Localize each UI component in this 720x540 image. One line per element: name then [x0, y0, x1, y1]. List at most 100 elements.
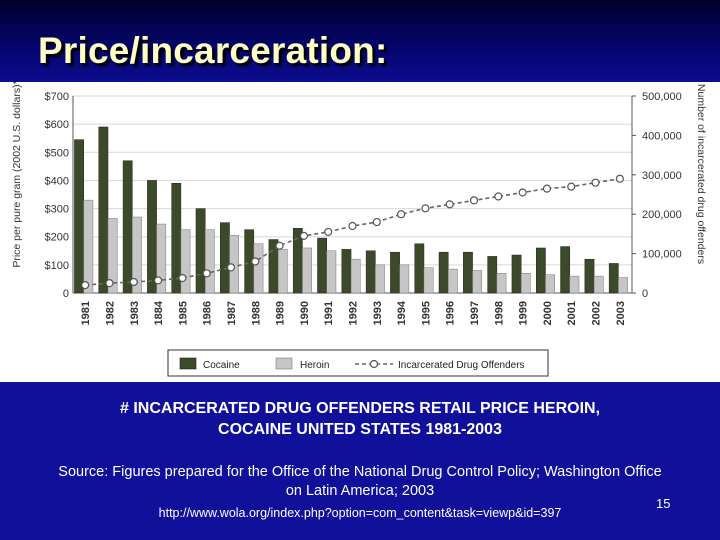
x-tick-label: 1998	[493, 301, 505, 325]
x-tick-label: 1983	[129, 301, 141, 325]
offenders-point	[372, 217, 381, 227]
heroin-bar	[569, 275, 580, 294]
left-tick-label: $600	[45, 119, 69, 131]
x-tick-label: 1985	[177, 301, 189, 325]
heroin-bar	[520, 273, 531, 294]
heroin-bar	[326, 250, 337, 294]
caption-line-1: # INCARCERATED DRUG OFFENDERS RETAIL PRI…	[119, 400, 601, 417]
x-tick-label: 2003	[615, 301, 627, 325]
offenders-line	[85, 177, 620, 286]
offenders-point	[251, 257, 260, 266]
x-tick-label: 1999	[518, 301, 530, 325]
offenders-point	[202, 269, 211, 278]
offenders-point	[226, 263, 236, 272]
offenders-point	[81, 281, 90, 290]
heroin-bar	[156, 223, 167, 294]
cocaine-bar	[195, 208, 206, 294]
heroin-bar	[302, 247, 312, 294]
title-band	[0, 0, 720, 82]
heroin-bar	[472, 270, 483, 294]
cocaine-bar	[414, 243, 425, 294]
cocaine-bar	[317, 237, 327, 294]
heroin-bar	[350, 258, 361, 294]
right-tick-label: 100,000	[642, 249, 682, 261]
x-tick-label: 1995	[420, 301, 432, 325]
heroin-bar	[253, 243, 264, 294]
right-tick-label: 400,000	[642, 130, 682, 142]
heroin-bar	[132, 216, 142, 294]
offenders-point	[324, 227, 333, 237]
x-tick-label: 1987	[226, 301, 238, 325]
x-tick-label: 1989	[275, 301, 287, 325]
chart-panel: 0 $100 $200 $300 $400 $500 $600 $700 0 100,000 200…	[0, 82, 720, 382]
cocaine-bar	[98, 126, 109, 294]
offenders-point	[591, 178, 600, 187]
heroin-bar	[593, 275, 604, 294]
source-line-2: on Latin America; 2003	[285, 483, 435, 499]
cocaine-bar	[560, 246, 571, 294]
right-axis-title: Number of incarcerated drug offenders	[695, 84, 707, 264]
chart-caption: # INCARCERATED DRUG OFFENDERS RETAIL PRI…	[0, 398, 720, 440]
heroin-bar	[107, 218, 118, 294]
cocaine-bar	[390, 251, 400, 294]
cocaine-bar	[74, 139, 84, 294]
page-number: 15	[656, 496, 671, 511]
left-tick-label: $700	[45, 91, 69, 103]
legend-marker-offenders	[369, 359, 379, 369]
right-tick-label: 500,000	[642, 91, 682, 103]
heroin-bar	[180, 229, 191, 294]
offenders-point	[445, 200, 454, 209]
source-url: http://www.wola.org/index.php?option=com…	[158, 506, 562, 520]
cocaine-bar	[584, 258, 595, 294]
left-tick-label: $100	[45, 260, 69, 272]
offenders-point	[275, 241, 284, 250]
x-tick-label: 1991	[323, 301, 335, 325]
x-tick-label: 2002	[591, 301, 603, 325]
offenders-point	[494, 192, 503, 201]
cocaine-bar	[535, 247, 546, 294]
x-tick-label: 1982	[104, 301, 116, 325]
heroin-bar	[618, 277, 628, 294]
heroin-bar	[496, 273, 507, 294]
x-tick-label: 2000	[542, 301, 554, 325]
right-tick-label: 200,000	[642, 209, 682, 221]
x-tick-label: 1992	[348, 301, 360, 325]
left-axis-title: Price per pure gram (2002 U.S. dollars)*	[11, 82, 23, 268]
offenders-point	[105, 279, 114, 288]
x-tick-label: 1994	[396, 300, 408, 325]
cocaine-bar	[365, 250, 376, 294]
incarceration-price-chart: 0 $100 $200 $300 $400 $500 $600 $700 0 100,000 200…	[11, 82, 707, 377]
x-tick-label: 1986	[202, 301, 214, 325]
legend-swatch-cocaine	[179, 357, 197, 370]
heroin-bar	[277, 249, 288, 294]
offenders-point	[153, 276, 163, 285]
legend-label-heroin: Heroin	[300, 360, 329, 371]
heroin-bar	[204, 229, 215, 294]
source-citation: Source: Figures prepared for the Office …	[0, 463, 720, 501]
caption-line-2: COCAINE UNITED STATES 1981-2003	[218, 421, 502, 438]
left-tick-label: $500	[45, 147, 69, 159]
left-tick-label: $200	[45, 232, 69, 244]
offenders-point	[299, 231, 308, 240]
offenders-point	[397, 210, 406, 219]
slide-title: Price/incarceration:	[38, 30, 388, 71]
heroin-bar	[375, 264, 385, 294]
heroin-bar	[399, 264, 410, 294]
offenders-point	[348, 221, 357, 231]
offenders-point	[542, 184, 552, 193]
legend-box	[167, 349, 549, 377]
offenders-point	[567, 182, 576, 191]
x-tick-label: 1884	[153, 300, 165, 325]
offenders-point	[469, 196, 479, 205]
offenders-point	[178, 273, 187, 283]
cocaine-bar	[438, 251, 449, 294]
cocaine-bar	[147, 180, 157, 294]
x-tick-label: 1996	[445, 301, 457, 325]
cocaine-bar	[341, 249, 352, 294]
legend-label-offenders: Incarcerated Drug Offenders	[398, 360, 525, 371]
legend-label-cocaine: Cocaine	[203, 360, 240, 371]
source-line-1: Source: Figures prepared for the Office …	[58, 464, 662, 480]
heroin-bar	[83, 199, 94, 294]
left-tick-label: $300	[45, 204, 69, 216]
cocaine-bar	[608, 263, 619, 294]
